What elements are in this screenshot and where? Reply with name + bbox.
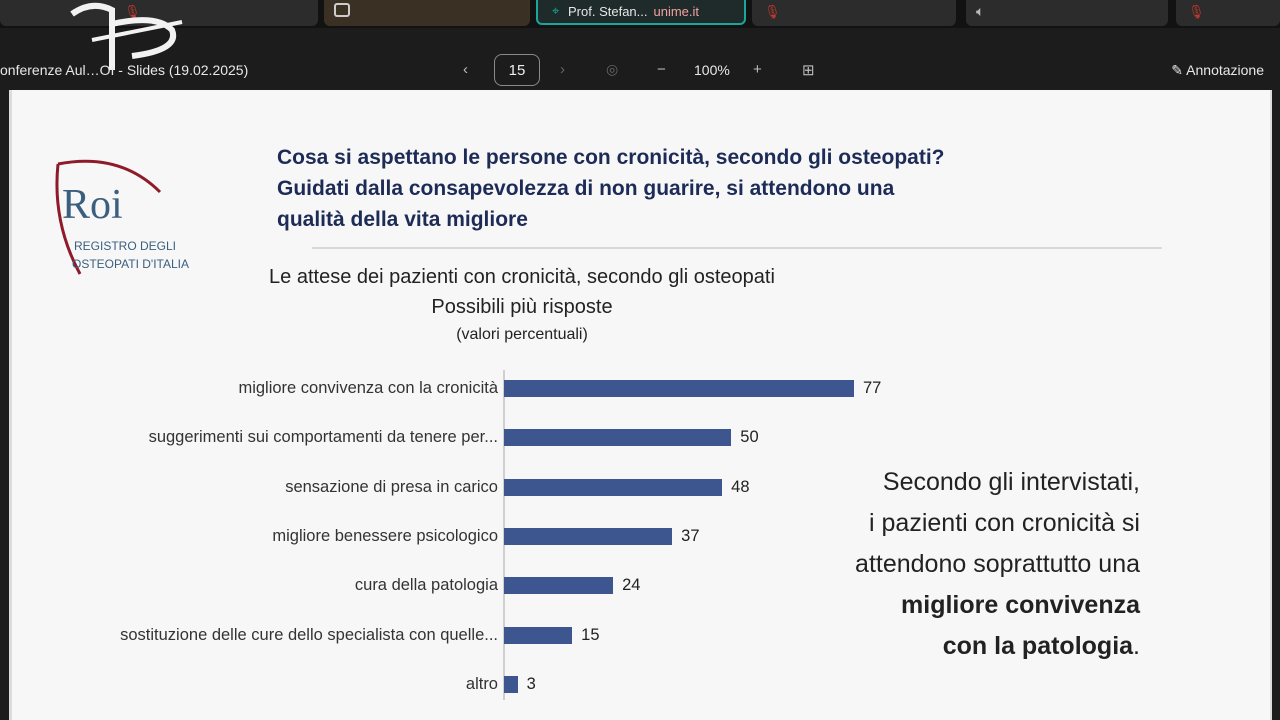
bar (504, 577, 614, 595)
headline-line: Guidati dalla consapevolezza di non guar… (277, 177, 895, 200)
bar (504, 380, 854, 397)
broadcaster-logo (70, 2, 183, 70)
slide-headline: Cosa si aspettano le persone con cronici… (277, 142, 1037, 235)
zoom-in-button[interactable]: + (753, 61, 762, 78)
slide-viewport[interactable]: Roi REGISTRO DEGLI OSTEOPATI D'ITALIA Co… (9, 90, 1272, 720)
chart-title: Le attese dei pazienti con cronicità, se… (269, 266, 775, 288)
speaker-name: Prof. Stefan... unime.it (568, 4, 700, 19)
note-end: . (1133, 632, 1140, 660)
participant-video-tile[interactable] (324, 0, 530, 26)
zoom-out-button[interactable]: − (657, 61, 666, 78)
bar-value-label: 48 (731, 477, 750, 496)
headline-line: qualità della vita migliore (277, 208, 528, 231)
mic-muted-icon: 🎙︎ (124, 4, 141, 19)
note-bold-line: migliore convivenza (901, 591, 1140, 619)
bar-value-label: 77 (863, 379, 882, 397)
bar (504, 429, 732, 447)
bar (504, 527, 673, 545)
bar (504, 626, 573, 644)
logo-sub-text-2: OSTEOPATI D'ITALIA (72, 257, 189, 271)
pen-icon: ✎ (1171, 62, 1184, 78)
document-title: onferenze Aul…OI - Slides (19.02.2025) (0, 62, 249, 78)
roi-logo: Roi REGISTRO DEGLI OSTEOPATI D'ITALIA (55, 159, 189, 275)
participant-tile[interactable]: 🎙︎ (1176, 0, 1280, 26)
annotation-label: Annotazione (1186, 62, 1264, 78)
speaker-domain: unime.it (653, 4, 700, 19)
note-line: Secondo gli intervistati, (882, 468, 1140, 496)
chevron-right-icon[interactable]: › (560, 61, 565, 78)
chart-unit-note: (valori percentuali) (456, 326, 588, 343)
zoom-level: 100% (694, 62, 730, 78)
mic-muted-icon: 🎙︎ (764, 4, 781, 19)
chart-subtitle: Possibili più risposte (431, 296, 613, 318)
note-bold-line: con la patologia (942, 632, 1134, 660)
category-label: migliore benessere psicologico (272, 526, 498, 545)
bar-value-label: 50 (740, 428, 759, 447)
participant-tile[interactable]: 🎙︎ (752, 0, 956, 26)
slide-note: Secondo gli intervistati, i pazienti con… (820, 462, 1140, 667)
pin-icon: ⌖ (552, 3, 560, 18)
participant-strip: 🎙︎ ⌖ Prof. Stefan... unime.it 🎙︎ 🔈︎ 🎙︎ (0, 0, 1280, 28)
slide: Roi REGISTRO DEGLI OSTEOPATI D'ITALIA Co… (12, 90, 1270, 720)
fit-page-icon[interactable]: ◎ (606, 61, 619, 77)
participant-tile[interactable]: 🔈︎ (966, 0, 1168, 26)
bar-value-label: 3 (526, 674, 536, 693)
category-label: migliore convivenza con la cronicità (238, 379, 498, 397)
note-line: attendono soprattutto una (855, 550, 1140, 578)
page-number-input[interactable]: 15 (494, 54, 540, 86)
mic-muted-icon: 🎙︎ (1188, 4, 1205, 19)
category-label: cura della patologia (354, 576, 498, 595)
logo-main-text: Roi (62, 182, 123, 228)
bar-value-label: 37 (681, 526, 700, 545)
category-label: sostituzione delle cure dello specialist… (120, 625, 498, 644)
bar (504, 478, 723, 496)
category-label: sensazione di presa in carico (285, 477, 498, 496)
headline-line: Cosa si aspettano le persone con cronici… (277, 146, 945, 169)
divider (312, 247, 1162, 249)
bar (504, 675, 518, 693)
annotation-button[interactable]: ✎ Annotazione (1171, 62, 1264, 79)
grid-icon[interactable]: ⊞ (802, 62, 815, 79)
bar-value-label: 24 (622, 576, 641, 595)
logo-sub-text-1: REGISTRO DEGLI (74, 239, 176, 253)
category-label: suggerimenti sui comportamenti da tenere… (148, 428, 498, 447)
speaker-muted-icon: 🔈︎ (976, 3, 985, 19)
bar-value-label: 15 (581, 625, 600, 644)
category-label: altro (465, 674, 498, 693)
camera-icon (334, 3, 350, 17)
note-line: i pazienti con cronicità si (869, 509, 1140, 537)
active-speaker-tile[interactable]: ⌖ Prof. Stefan... unime.it (536, 0, 746, 25)
chevron-left-icon[interactable]: ‹ (463, 61, 468, 78)
